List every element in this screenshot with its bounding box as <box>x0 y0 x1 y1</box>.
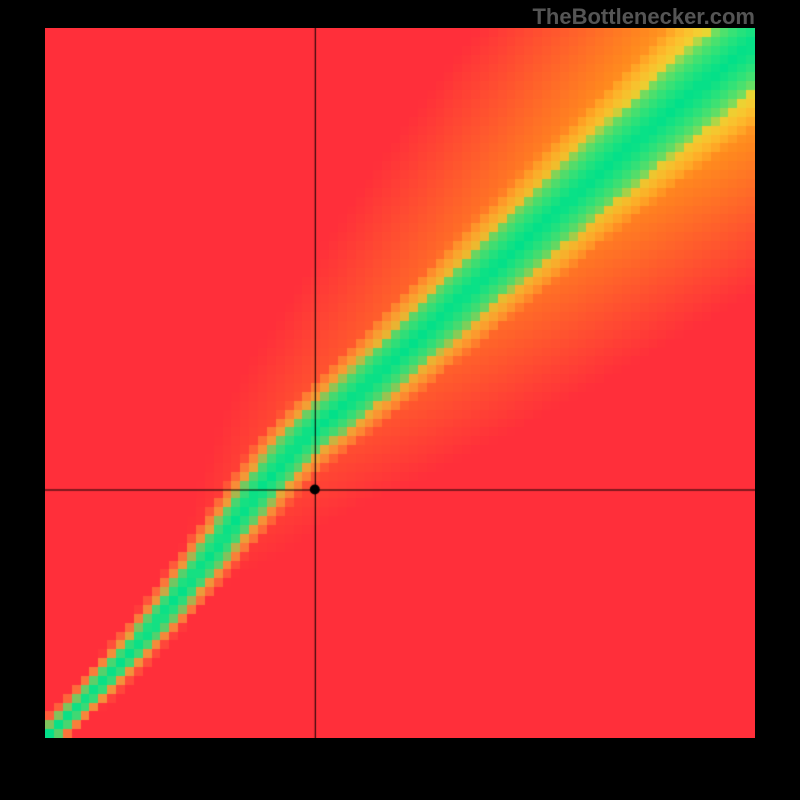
watermark-text: TheBottlenecker.com <box>532 4 755 30</box>
bottleneck-heatmap <box>45 28 755 738</box>
